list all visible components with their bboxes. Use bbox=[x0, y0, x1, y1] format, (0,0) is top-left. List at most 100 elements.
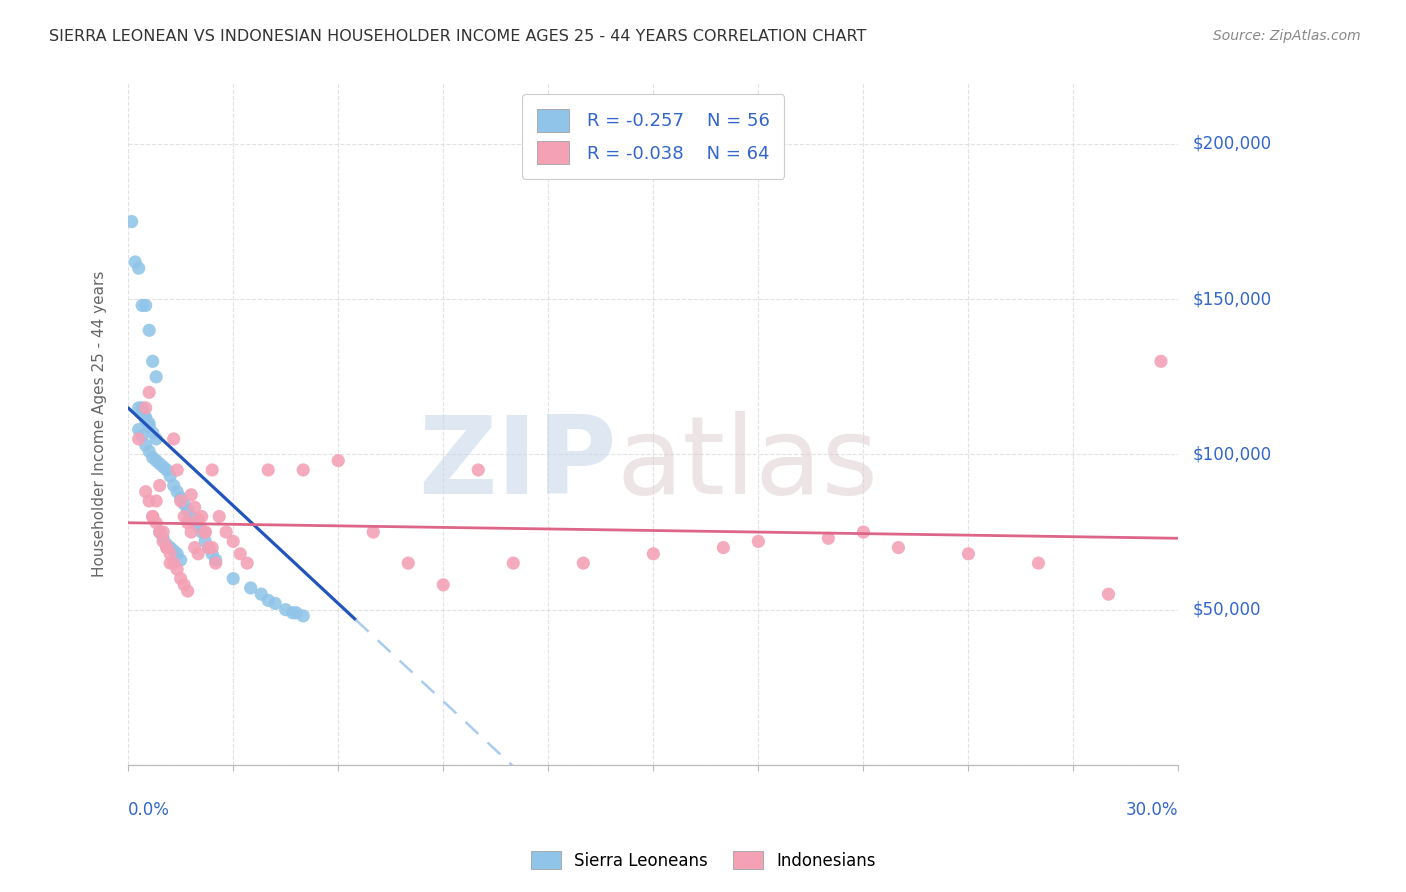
Point bbox=[176, 503, 198, 517]
Point bbox=[187, 519, 209, 533]
Text: $50,000: $50,000 bbox=[1192, 600, 1261, 619]
Point bbox=[328, 453, 350, 467]
Point bbox=[1150, 354, 1173, 368]
Point bbox=[187, 547, 209, 561]
Point bbox=[156, 541, 179, 555]
Point bbox=[135, 410, 157, 425]
Point bbox=[131, 429, 153, 443]
Point bbox=[180, 524, 202, 539]
Point bbox=[138, 417, 160, 431]
Point bbox=[197, 541, 219, 555]
Point bbox=[183, 541, 205, 555]
Point bbox=[128, 261, 150, 276]
Point bbox=[159, 469, 181, 483]
Point bbox=[163, 543, 186, 558]
Point bbox=[183, 500, 205, 515]
Point bbox=[176, 584, 198, 599]
Point bbox=[159, 541, 181, 555]
Point bbox=[201, 541, 224, 555]
Point bbox=[163, 556, 186, 570]
Point bbox=[131, 401, 153, 415]
Point bbox=[1028, 556, 1050, 570]
Point bbox=[156, 541, 179, 555]
Point bbox=[281, 606, 304, 620]
Point bbox=[201, 463, 224, 477]
Text: atlas: atlas bbox=[617, 411, 879, 517]
Y-axis label: Householder Income Ages 25 - 44 years: Householder Income Ages 25 - 44 years bbox=[93, 270, 107, 576]
Point bbox=[152, 459, 174, 474]
Point bbox=[264, 597, 287, 611]
Point bbox=[131, 298, 153, 312]
Point bbox=[292, 463, 315, 477]
Point bbox=[170, 553, 193, 567]
Point bbox=[145, 494, 167, 508]
Point bbox=[361, 524, 384, 539]
Point bbox=[747, 534, 769, 549]
Point bbox=[183, 516, 205, 530]
Point bbox=[131, 407, 153, 421]
Point bbox=[711, 541, 734, 555]
Point bbox=[197, 541, 219, 555]
Point bbox=[173, 509, 195, 524]
Legend: Sierra Leoneans, Indonesians: Sierra Leoneans, Indonesians bbox=[524, 845, 882, 877]
Point bbox=[166, 463, 188, 477]
Point bbox=[257, 593, 280, 607]
Point bbox=[190, 524, 212, 539]
Point bbox=[135, 484, 157, 499]
Point bbox=[467, 463, 489, 477]
Point bbox=[166, 562, 188, 576]
Point bbox=[135, 401, 157, 415]
Point bbox=[121, 214, 143, 228]
Point bbox=[166, 547, 188, 561]
Point bbox=[145, 453, 167, 467]
Point bbox=[236, 556, 259, 570]
Point bbox=[187, 513, 209, 527]
Point bbox=[222, 534, 245, 549]
Point bbox=[149, 478, 172, 492]
Point bbox=[239, 581, 262, 595]
Point bbox=[222, 572, 245, 586]
Point bbox=[887, 541, 910, 555]
Point bbox=[149, 524, 172, 539]
Point bbox=[274, 602, 297, 616]
Point bbox=[194, 524, 217, 539]
Point bbox=[170, 572, 193, 586]
Point bbox=[142, 509, 165, 524]
Point bbox=[257, 463, 280, 477]
Point bbox=[142, 425, 165, 440]
Text: $100,000: $100,000 bbox=[1192, 445, 1271, 464]
Point bbox=[176, 516, 198, 530]
Point bbox=[204, 553, 226, 567]
Text: ZIP: ZIP bbox=[418, 411, 617, 517]
Point bbox=[208, 509, 231, 524]
Point bbox=[142, 509, 165, 524]
Point bbox=[173, 497, 195, 511]
Point bbox=[138, 419, 160, 434]
Point bbox=[138, 494, 160, 508]
Point bbox=[145, 516, 167, 530]
Point bbox=[817, 531, 839, 545]
Point bbox=[145, 432, 167, 446]
Point bbox=[166, 484, 188, 499]
Point bbox=[124, 255, 146, 269]
Text: $150,000: $150,000 bbox=[1192, 290, 1271, 309]
Point bbox=[135, 298, 157, 312]
Point bbox=[163, 478, 186, 492]
Point bbox=[156, 463, 179, 477]
Point bbox=[145, 369, 167, 384]
Point bbox=[194, 524, 217, 539]
Point bbox=[142, 354, 165, 368]
Point bbox=[173, 578, 195, 592]
Point bbox=[204, 556, 226, 570]
Point bbox=[285, 606, 308, 620]
Point bbox=[152, 524, 174, 539]
Point bbox=[180, 488, 202, 502]
Point bbox=[572, 556, 595, 570]
Point bbox=[128, 423, 150, 437]
Text: $200,000: $200,000 bbox=[1192, 135, 1271, 153]
Point bbox=[135, 438, 157, 452]
Point bbox=[149, 524, 172, 539]
Point bbox=[152, 534, 174, 549]
Point bbox=[194, 534, 217, 549]
Point bbox=[138, 323, 160, 337]
